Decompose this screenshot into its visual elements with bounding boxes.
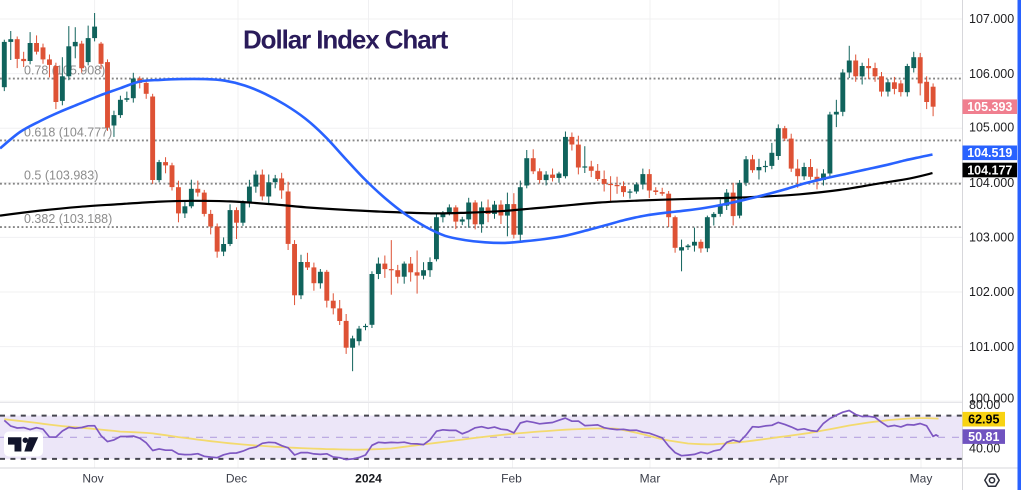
- svg-text:2024: 2024: [355, 472, 382, 486]
- svg-text:Nov: Nov: [82, 472, 103, 486]
- svg-text:103.000: 103.000: [969, 231, 1014, 245]
- svg-text:40.00: 40.00: [969, 442, 1000, 456]
- svg-text:102.000: 102.000: [969, 285, 1014, 299]
- svg-text:107.000: 107.000: [969, 12, 1014, 26]
- svg-text:100.000: 100.000: [969, 392, 1014, 406]
- svg-text:105.393: 105.393: [967, 100, 1012, 114]
- svg-text:0.78 (105.908): 0.78 (105.908): [24, 64, 105, 78]
- svg-text:0.618 (104.777): 0.618 (104.777): [24, 125, 112, 139]
- svg-text:104.177: 104.177: [967, 163, 1012, 177]
- svg-text:0.5 (103.983): 0.5 (103.983): [24, 169, 98, 183]
- svg-text:105.000: 105.000: [969, 121, 1014, 135]
- svg-text:Dec: Dec: [226, 472, 247, 486]
- svg-text:Feb: Feb: [501, 472, 522, 486]
- svg-text:104.519: 104.519: [967, 146, 1012, 160]
- svg-text:104.000: 104.000: [969, 176, 1014, 190]
- svg-text:101.000: 101.000: [969, 340, 1014, 354]
- svg-text:0.382 (103.188): 0.382 (103.188): [24, 212, 112, 226]
- svg-text:Dollar Index Chart: Dollar Index Chart: [243, 25, 449, 55]
- svg-text:106.000: 106.000: [969, 67, 1014, 81]
- svg-text:May: May: [910, 472, 933, 486]
- svg-text:62.95: 62.95: [968, 413, 999, 427]
- svg-text:50.81: 50.81: [968, 430, 999, 444]
- svg-text:Mar: Mar: [640, 472, 661, 486]
- svg-text:80.00: 80.00: [969, 398, 1000, 412]
- svg-text:Apr: Apr: [770, 472, 789, 486]
